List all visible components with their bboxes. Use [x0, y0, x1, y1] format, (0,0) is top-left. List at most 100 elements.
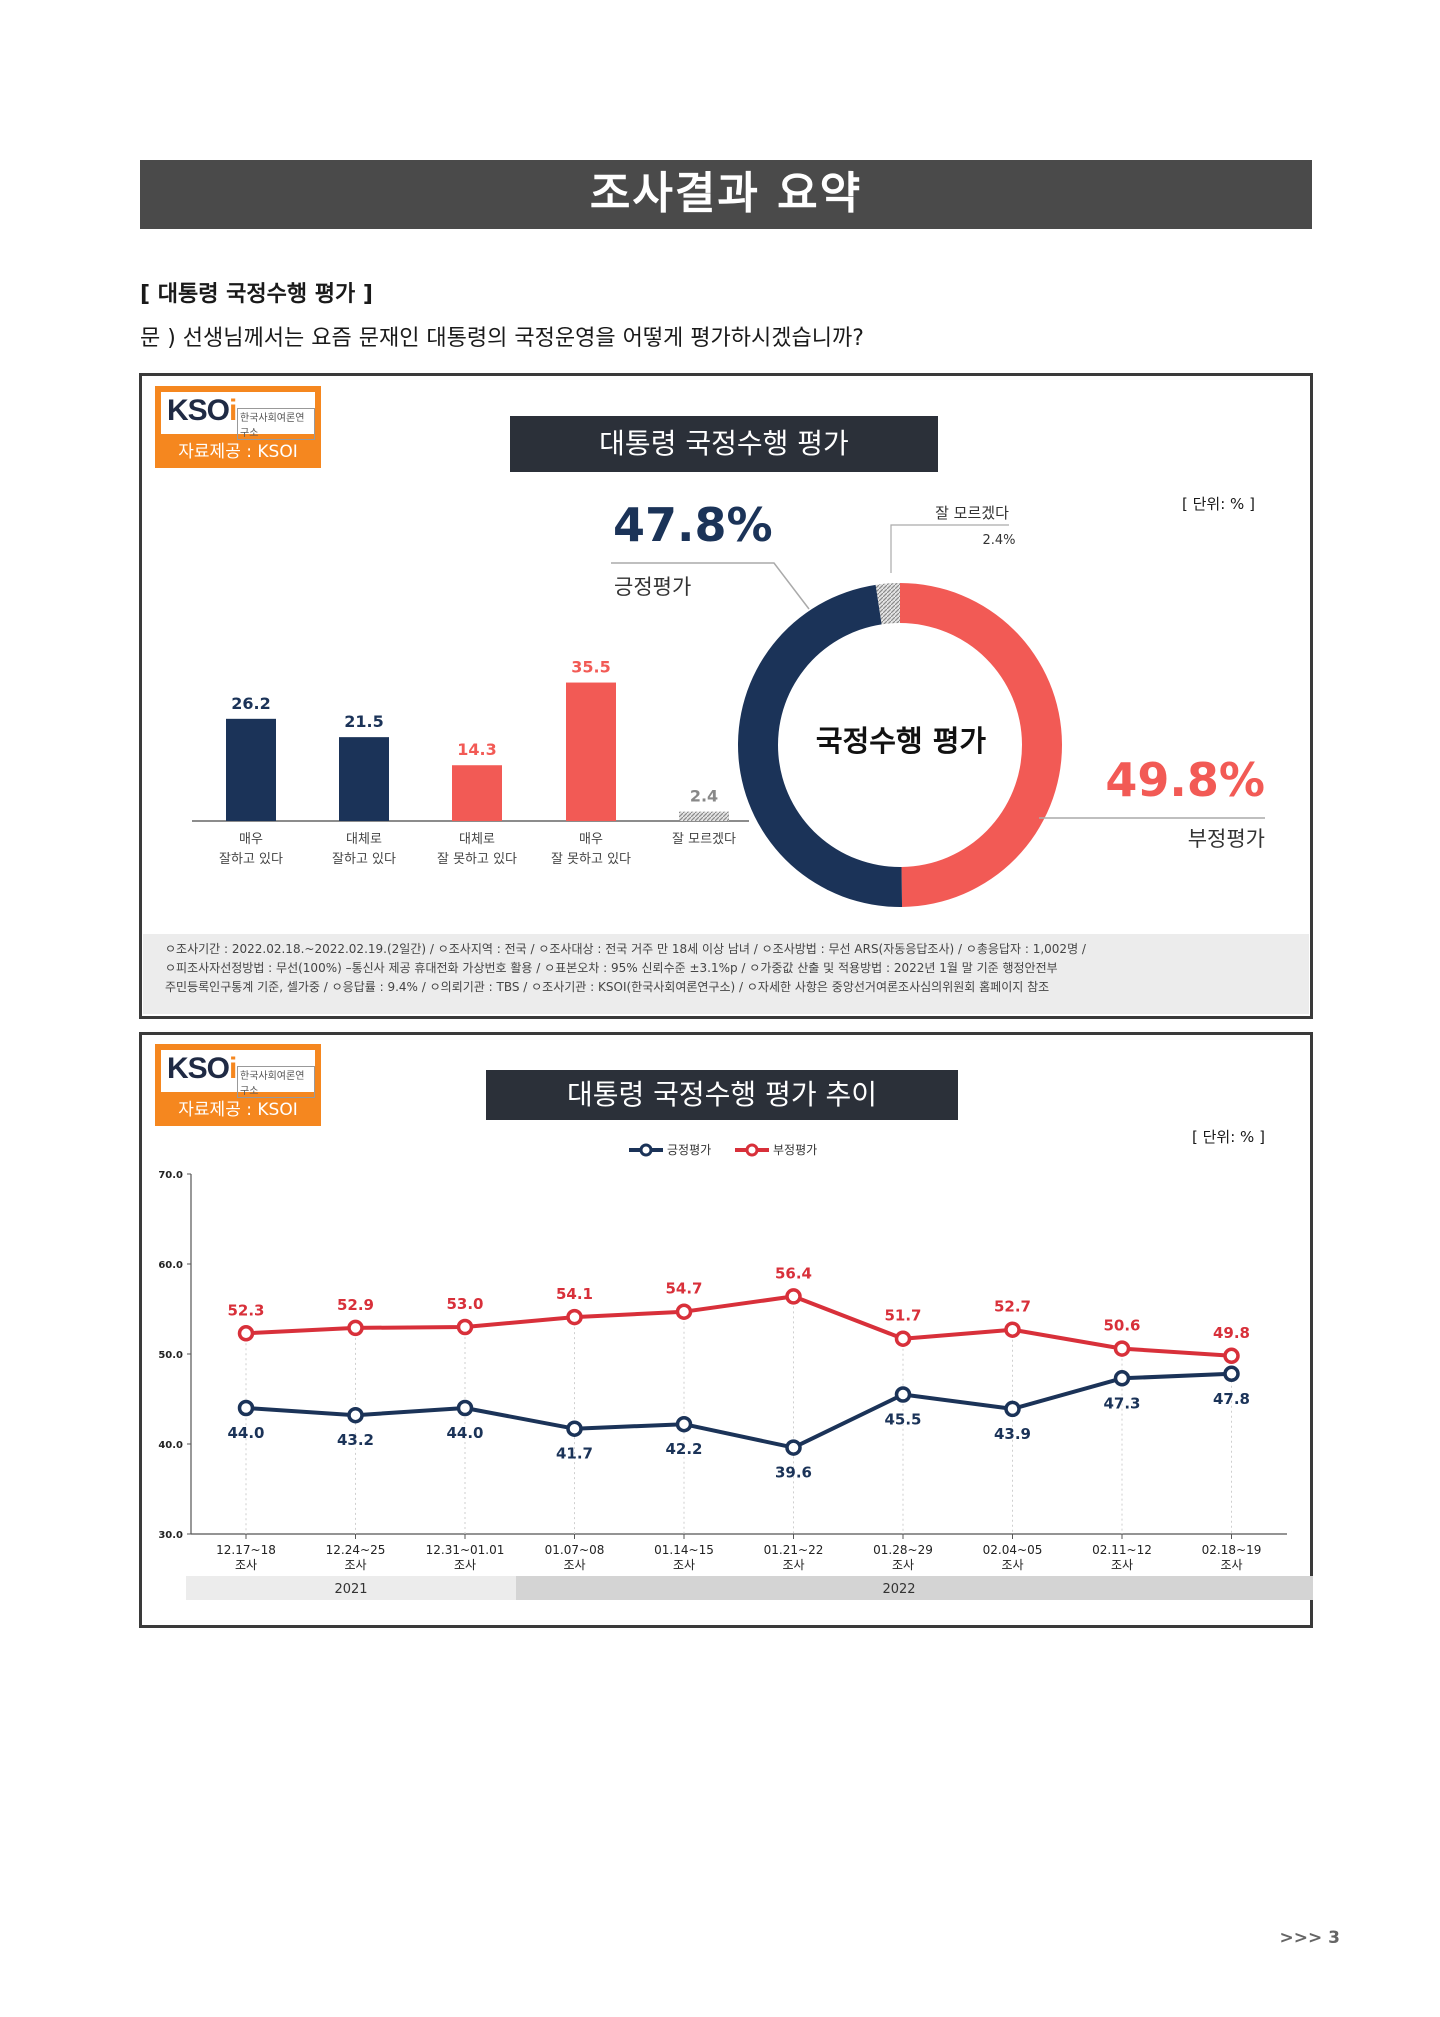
- chart-title: 대통령 국정수행 평가: [510, 416, 938, 472]
- data-label: 43.2: [337, 1431, 374, 1449]
- data-point: [785, 1288, 802, 1305]
- bar-category-label: 잘 못하고 있다: [551, 852, 631, 867]
- y-tick-label: 70.0: [158, 1170, 183, 1181]
- x-tick-label: 조사: [235, 1558, 257, 1572]
- ksoi-logo-2: KSOi 한국사회여론연구소 자료제공 : KSOI: [155, 1044, 321, 1126]
- approval-panel: [139, 373, 1313, 1019]
- data-point: [1004, 1400, 1021, 1418]
- data-label: 49.8: [1213, 1324, 1250, 1342]
- footnote-line-2: ㅇ피조사자선정방법 : 무선(100%) –통신사 제공 휴대전화 가상번호 활…: [165, 961, 1058, 975]
- data-label: 45.5: [884, 1411, 921, 1429]
- title-underline: [140, 226, 1312, 229]
- y-tick-label: 30.0: [158, 1530, 183, 1541]
- x-tick-label: 12.24~25: [326, 1543, 386, 1557]
- unknown-label: 잘 모르겠다: [935, 504, 1009, 522]
- survey-question: 문 ) 선생님께서는 요즘 문재인 대통령의 국정운영을 어떻게 평가하시겠습니…: [140, 326, 864, 351]
- bar-0: [226, 718, 276, 821]
- data-point: [566, 1420, 583, 1437]
- data-label: 43.9: [994, 1425, 1031, 1443]
- data-point: [347, 1406, 364, 1424]
- data-label: 47.8: [1213, 1390, 1250, 1408]
- data-point: [1223, 1347, 1240, 1365]
- data-point: [456, 1318, 474, 1336]
- bar-category-label: 대체로: [459, 832, 495, 847]
- data-label: 52.3: [227, 1301, 264, 1319]
- x-tick-label: 조사: [1001, 1558, 1023, 1572]
- bar-value-label: 35.5: [571, 658, 610, 677]
- footnote-line-1: ㅇ조사기간 : 2022.02.18.~2022.02.19.(2일간) / ㅇ…: [165, 942, 1086, 956]
- series-line-1: [245, 1294, 1232, 1358]
- data-label: 44.0: [446, 1424, 483, 1442]
- data-point: [1113, 1340, 1131, 1357]
- footnote-line-3: 주민등록인구통계 기준, 셀가중 / ㅇ응답률 : 9.4% / ㅇ의뢰기관 :…: [165, 980, 1050, 994]
- year-band-2022: [516, 1576, 1313, 1600]
- year-label-2021: 2021: [334, 1582, 367, 1597]
- year-label-2022: 2022: [882, 1582, 915, 1597]
- bar-category-label: 대체로: [346, 832, 382, 847]
- x-tick-label: 12.31~01.01: [426, 1543, 505, 1557]
- logo-source: 자료제공 : KSOI: [178, 442, 298, 462]
- data-label: 53.0: [446, 1295, 483, 1313]
- bar-category-label: 매우: [579, 832, 603, 847]
- data-label: 42.2: [665, 1440, 702, 1458]
- data-label: 51.7: [884, 1307, 921, 1325]
- donut-slice-1: [900, 583, 1062, 907]
- trend-chart-title: 대통령 국정수행 평가 추이: [486, 1070, 958, 1120]
- logo-source: 자료제공 : KSOI: [178, 1100, 298, 1120]
- x-tick-label: 02.11~12: [1092, 1543, 1152, 1557]
- trend-unit-label: [ 단위: % ]: [1192, 1128, 1265, 1146]
- x-tick-label: 01.28~29: [873, 1543, 933, 1557]
- data-label: 44.0: [227, 1424, 264, 1442]
- unknown-value: 2.4%: [982, 533, 1015, 548]
- data-label: 41.7: [556, 1445, 593, 1463]
- bar-value-label: 26.2: [231, 694, 270, 713]
- data-point: [675, 1415, 693, 1433]
- bar-1: [339, 737, 389, 821]
- x-tick-label: 조사: [673, 1558, 695, 1572]
- donut-slice-2: [875, 583, 900, 625]
- bar-4: [679, 811, 729, 821]
- unit-label: [ 단위: % ]: [1182, 495, 1255, 513]
- section-title: [ 대통령 국정수행 평가 ]: [140, 282, 373, 307]
- y-tick-label: 60.0: [158, 1260, 183, 1271]
- data-label: 50.6: [1103, 1317, 1140, 1335]
- logo-brand: KSOi: [167, 1052, 237, 1085]
- x-tick-label: 조사: [563, 1558, 585, 1572]
- data-point: [894, 1386, 912, 1403]
- bar-category-label: 매우: [239, 832, 263, 847]
- positive-value: 47.8%: [613, 498, 773, 552]
- data-point: [347, 1319, 364, 1337]
- x-tick-label: 조사: [1220, 1558, 1242, 1572]
- negative-label: 부정평가: [1188, 827, 1265, 851]
- donut-slice-0: [738, 584, 903, 907]
- x-tick-label: 조사: [782, 1558, 804, 1572]
- x-tick-label: 조사: [344, 1558, 366, 1572]
- series-line-0: [245, 1371, 1232, 1450]
- legend-label: 긍정평가: [667, 1143, 711, 1157]
- logo-subtitle: 한국사회여론연구소: [237, 1066, 315, 1098]
- trend-line-chart: 긍정평가 부정평가 70.060.050.040.030.012.17~18조사1…: [158, 1143, 1313, 1600]
- x-tick-label: 01.14~15: [654, 1543, 714, 1557]
- bar-2: [452, 765, 502, 821]
- bar-3: [566, 682, 616, 821]
- y-tick-label: 40.0: [158, 1440, 183, 1451]
- bar-category-label: 잘하고 있다: [219, 852, 283, 867]
- bar-value-label: 21.5: [344, 712, 383, 731]
- donut-center-label: 국정수행 평가: [816, 724, 986, 758]
- positive-leader-line: [611, 562, 810, 610]
- legend-marker: [639, 1143, 653, 1157]
- data-label: 39.6: [775, 1464, 812, 1482]
- negative-value: 49.8%: [1105, 753, 1265, 807]
- x-tick-label: 02.18~19: [1202, 1543, 1262, 1557]
- data-point: [1223, 1365, 1240, 1383]
- data-point: [456, 1399, 474, 1417]
- bar-value-label: 14.3: [457, 740, 496, 759]
- x-tick-label: 01.21~22: [764, 1543, 824, 1557]
- legend-marker: [745, 1143, 759, 1157]
- legend-label: 부정평가: [773, 1143, 817, 1157]
- data-point: [237, 1325, 255, 1342]
- x-tick-label: 조사: [454, 1558, 476, 1572]
- page-number: >>> 3: [1279, 1928, 1340, 1948]
- x-tick-label: 조사: [1111, 1558, 1133, 1572]
